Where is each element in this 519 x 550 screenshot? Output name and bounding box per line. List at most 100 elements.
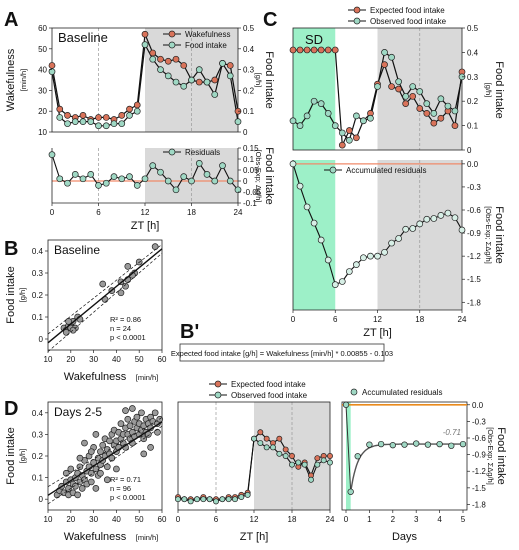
food-intake-point bbox=[196, 67, 202, 73]
legend-observed-marker bbox=[215, 392, 221, 398]
scatter-point bbox=[138, 410, 144, 416]
a-ylabel-right: Food intake bbox=[263, 51, 275, 108]
accumulated-point bbox=[402, 442, 408, 448]
observed-point bbox=[239, 494, 244, 499]
scatter-ylabel: Food intake bbox=[5, 427, 17, 484]
c-y-label: 0.4 bbox=[467, 48, 479, 57]
residual-point bbox=[189, 178, 195, 184]
observed-point bbox=[346, 137, 352, 143]
legend-wakefulness-label: Wakefulness bbox=[185, 30, 231, 39]
food-intake-point bbox=[165, 73, 171, 79]
scatter-point bbox=[104, 464, 110, 470]
wakefulness-point bbox=[134, 102, 140, 108]
wakefulness-point bbox=[127, 106, 133, 112]
accumulated-point bbox=[438, 212, 444, 218]
accumulated-point bbox=[449, 443, 455, 449]
legend-observed-marker bbox=[354, 18, 360, 24]
residual-point bbox=[119, 176, 125, 182]
scatter-x-label: 60 bbox=[158, 355, 167, 364]
scatter-x-label: 50 bbox=[135, 355, 144, 364]
expected-point bbox=[290, 47, 296, 53]
a-x-label: 6 bbox=[96, 208, 101, 217]
scatter-point bbox=[125, 263, 131, 269]
expected-point bbox=[264, 436, 269, 441]
expected-point bbox=[438, 115, 444, 121]
residual-point bbox=[88, 171, 94, 177]
accumulated-point bbox=[431, 215, 437, 221]
expected-point bbox=[327, 453, 332, 458]
residual-point bbox=[65, 180, 71, 186]
food-intake-point bbox=[235, 119, 241, 125]
observed-point bbox=[327, 460, 332, 465]
d-x-label: 24 bbox=[326, 515, 335, 524]
a-yleft-label: 10 bbox=[38, 128, 47, 137]
residual-point bbox=[96, 182, 102, 188]
observed-point bbox=[375, 84, 381, 90]
scatter-point bbox=[118, 290, 124, 296]
observed-point bbox=[410, 84, 416, 90]
wakefulness-point bbox=[196, 79, 202, 85]
legend-expected-marker bbox=[354, 7, 360, 13]
c-x-label: 24 bbox=[458, 315, 467, 324]
legend-observed-label: Observed food intake bbox=[370, 17, 447, 26]
d-acc-x-label: 1 bbox=[367, 515, 372, 524]
accumulated-point bbox=[311, 220, 317, 226]
observed-point bbox=[339, 130, 345, 136]
food-intake-point bbox=[134, 108, 140, 114]
residual-point bbox=[227, 178, 233, 184]
observed-point bbox=[389, 54, 395, 60]
legend-accumulated-label: Accumulated residuals bbox=[346, 166, 426, 175]
scatter-y-label: 0 bbox=[39, 335, 44, 344]
plot-layer: 10203040506000.10.20.30.40.5Baseline Wake… bbox=[5, 6, 507, 543]
legend-residuals-label: Residuals bbox=[185, 148, 220, 157]
expected-point bbox=[332, 47, 338, 53]
accumulated-point bbox=[382, 249, 388, 255]
observed-point bbox=[360, 118, 366, 124]
scatter-point bbox=[77, 464, 83, 470]
a-yright-label: 0.4 bbox=[243, 45, 255, 54]
accumulated-point bbox=[459, 227, 465, 233]
accumulated-point bbox=[378, 441, 384, 447]
accumulated-point bbox=[355, 453, 361, 459]
scatter-xlabel: Wakefulness bbox=[64, 531, 127, 543]
wakefulness-point bbox=[227, 62, 233, 68]
d-acc-x-label: 2 bbox=[391, 515, 396, 524]
residual-point bbox=[212, 178, 218, 184]
scatter-x-label: 20 bbox=[66, 515, 75, 524]
a-ylabel-left: Wakefulness bbox=[5, 48, 17, 111]
wakefulness-point bbox=[173, 56, 179, 62]
d-acc-x-label: 4 bbox=[437, 515, 442, 524]
expected-point bbox=[297, 47, 303, 53]
scatter-x-label: 30 bbox=[89, 515, 98, 524]
observed-point bbox=[367, 115, 373, 121]
c-x-label: 12 bbox=[373, 315, 382, 324]
accumulated-point bbox=[318, 237, 324, 243]
observed-point bbox=[318, 101, 324, 107]
observed-point bbox=[353, 113, 359, 119]
legend-observed-label: Observed food intake bbox=[231, 391, 308, 400]
wakefulness-point bbox=[158, 56, 164, 62]
observed-point bbox=[311, 98, 317, 104]
expected-point bbox=[353, 135, 359, 141]
panel-letter-d: D bbox=[4, 398, 18, 420]
scatter-point bbox=[141, 451, 147, 457]
scatter-y-label: 0.2 bbox=[32, 452, 44, 461]
observed-point bbox=[175, 497, 180, 502]
observed-point bbox=[201, 497, 206, 502]
observed-point bbox=[452, 108, 458, 114]
expected-point bbox=[403, 101, 409, 107]
c-acc-ylabel: Food intake bbox=[493, 206, 505, 263]
scatter-stat: n = 96 bbox=[110, 484, 131, 493]
c-acc-y-label: -1.2 bbox=[467, 252, 481, 261]
expected-point bbox=[431, 120, 437, 126]
food-intake-point bbox=[119, 121, 125, 127]
exponential-fit bbox=[351, 444, 463, 492]
scatter-y-label: 0.3 bbox=[32, 430, 44, 439]
scatter-xlabel-unit: [min/h] bbox=[136, 533, 159, 542]
a-yright-label: 0.5 bbox=[243, 24, 255, 33]
c-x-label: 18 bbox=[415, 315, 424, 324]
scatter-title: Days 2-5 bbox=[54, 405, 102, 419]
observed-point bbox=[325, 110, 331, 116]
wakefulness-point bbox=[212, 77, 218, 83]
wakefulness-point bbox=[96, 114, 102, 120]
